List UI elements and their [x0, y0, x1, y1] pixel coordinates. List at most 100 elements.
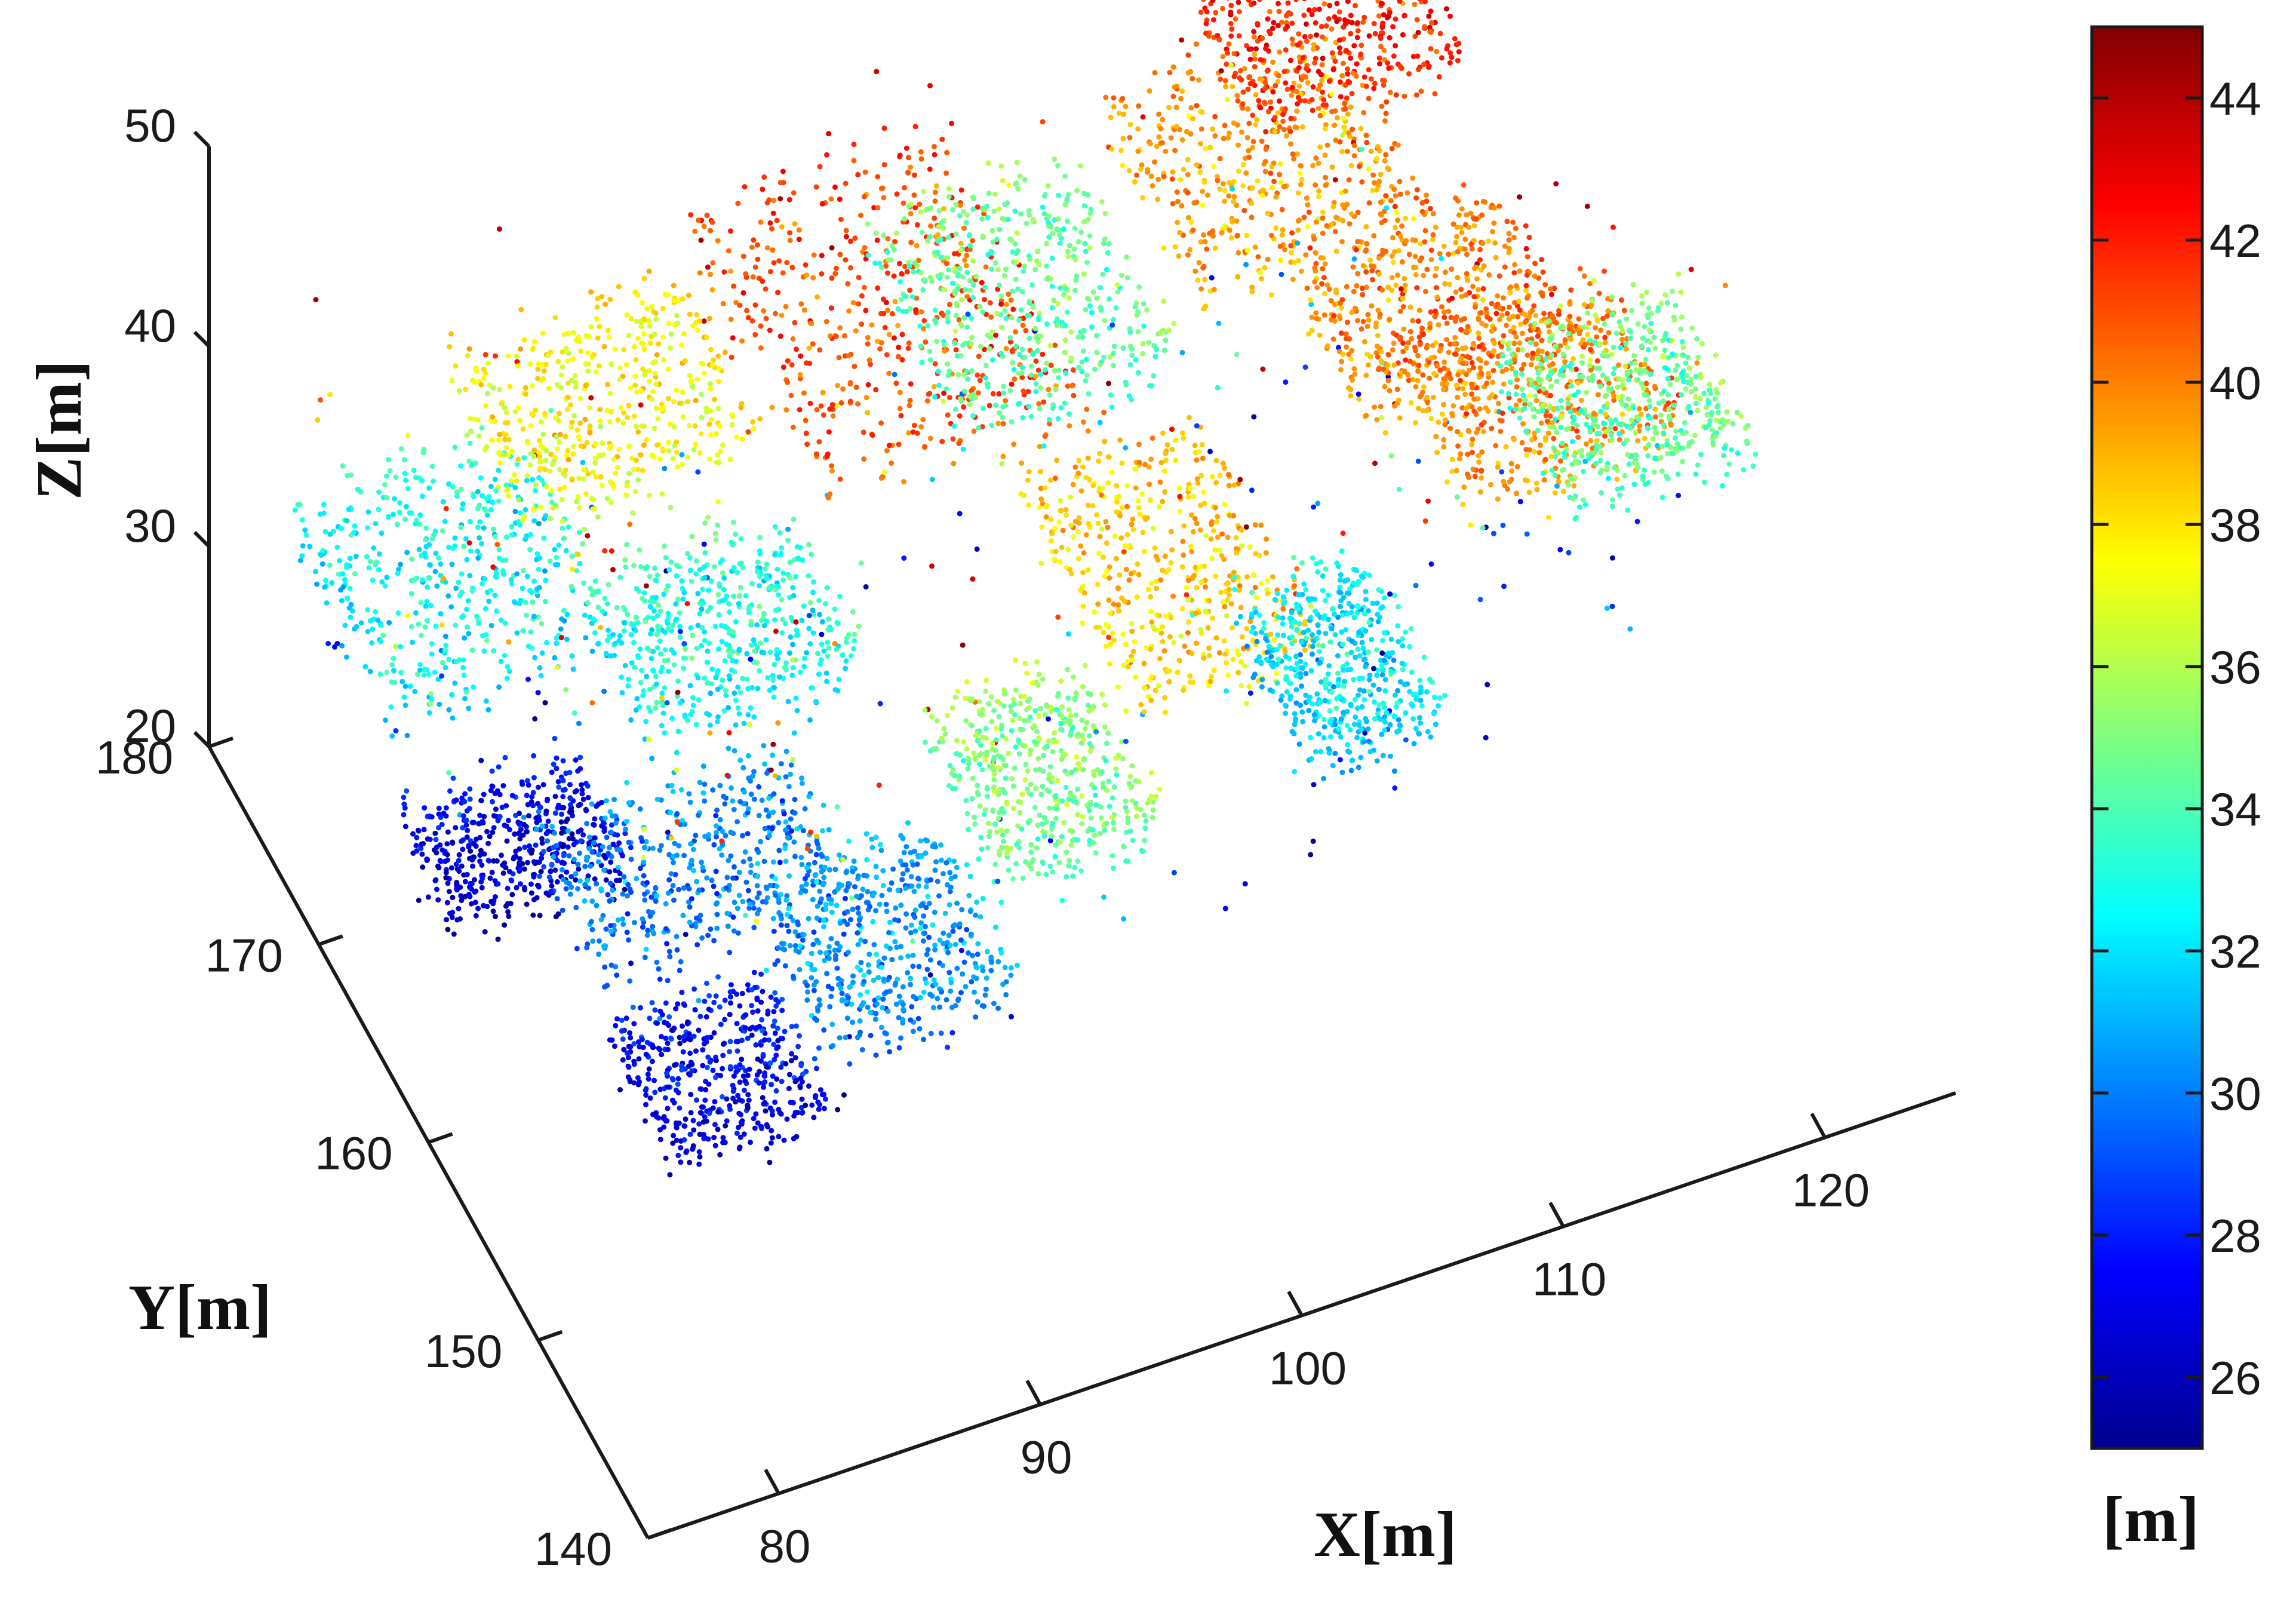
- data-point: [452, 535, 458, 541]
- data-point: [1075, 761, 1081, 767]
- data-point: [728, 317, 734, 323]
- data-point: [828, 901, 834, 907]
- data-point: [898, 902, 904, 908]
- data-point: [817, 661, 823, 667]
- data-point: [715, 714, 721, 720]
- data-point: [1106, 634, 1112, 640]
- data-point: [456, 657, 462, 663]
- data-point: [1168, 560, 1174, 566]
- data-point: [806, 794, 812, 800]
- data-point: [835, 688, 841, 693]
- data-point: [900, 871, 906, 877]
- data-point: [426, 542, 432, 548]
- data-point: [946, 783, 952, 788]
- data-point: [810, 897, 816, 902]
- data-point: [511, 599, 517, 605]
- data-point: [604, 407, 610, 413]
- data-point: [1008, 965, 1014, 971]
- data-point: [778, 922, 784, 928]
- data-point: [789, 1024, 795, 1030]
- data-point: [598, 423, 603, 429]
- data-point: [453, 797, 459, 803]
- data-point: [1081, 757, 1087, 763]
- data-point: [1012, 376, 1018, 382]
- data-point: [675, 819, 681, 825]
- data-point: [506, 493, 512, 499]
- data-point: [846, 994, 852, 1000]
- data-point: [721, 587, 727, 593]
- data-point: [513, 848, 519, 854]
- data-point: [561, 331, 567, 337]
- point-cluster: [447, 226, 763, 722]
- data-point: [713, 537, 719, 543]
- data-point: [1068, 495, 1074, 501]
- data-point: [689, 655, 694, 661]
- data-point: [480, 493, 485, 499]
- data-point: [614, 465, 620, 471]
- data-point: [531, 897, 537, 902]
- data-point: [1106, 778, 1112, 784]
- data-point: [674, 750, 680, 756]
- data-point: [1169, 446, 1175, 452]
- data-point: [952, 773, 958, 779]
- data-point: [745, 1092, 751, 1098]
- data-point: [569, 653, 575, 659]
- data-point: [569, 477, 575, 483]
- data-point: [619, 674, 624, 680]
- data-point: [536, 361, 542, 367]
- data-point: [903, 844, 909, 850]
- data-point: [748, 778, 754, 784]
- data-point: [697, 270, 703, 276]
- data-point: [721, 793, 727, 799]
- data-point: [898, 955, 903, 961]
- data-point: [438, 611, 444, 617]
- data-point: [901, 849, 907, 855]
- data-point: [595, 335, 601, 341]
- data-point: [621, 347, 627, 352]
- data-point: [665, 1106, 671, 1112]
- data-point: [1213, 635, 1219, 641]
- data-point: [624, 312, 630, 318]
- data-point: [581, 476, 587, 482]
- data-point: [1070, 367, 1076, 373]
- data-point: [998, 301, 1004, 307]
- data-point: [450, 839, 456, 845]
- data-point: [651, 668, 657, 674]
- data-point: [963, 984, 969, 990]
- data-point: [825, 653, 831, 659]
- data-point: [640, 924, 646, 930]
- data-point: [483, 698, 489, 704]
- data-point: [505, 486, 511, 492]
- data-point: [862, 938, 868, 944]
- data-point: [837, 594, 843, 599]
- data-point: [727, 1103, 733, 1109]
- data-point: [1059, 834, 1065, 840]
- data-point: [881, 125, 887, 131]
- data-point: [730, 1088, 736, 1094]
- data-point: [736, 601, 742, 607]
- data-point: [924, 398, 930, 404]
- data-point: [858, 1003, 864, 1009]
- data-point: [840, 856, 846, 862]
- data-point: [754, 995, 760, 1001]
- data-point: [1026, 469, 1032, 475]
- data-point: [506, 639, 512, 645]
- data-point: [783, 407, 789, 413]
- data-point: [759, 1017, 765, 1023]
- data-point: [552, 415, 558, 421]
- data-point: [923, 837, 929, 843]
- data-point: [681, 1137, 687, 1143]
- data-point: [747, 901, 753, 907]
- data-point: [813, 184, 819, 190]
- data-point: [908, 874, 914, 880]
- data-point: [808, 685, 814, 691]
- data-point: [660, 406, 666, 411]
- data-point: [1135, 498, 1141, 504]
- data-point: [798, 1075, 804, 1081]
- data-point: [779, 1008, 785, 1014]
- data-point: [444, 917, 449, 923]
- data-point: [573, 877, 579, 883]
- data-point: [632, 920, 637, 926]
- data-point: [688, 1110, 694, 1116]
- data-point: [555, 805, 561, 811]
